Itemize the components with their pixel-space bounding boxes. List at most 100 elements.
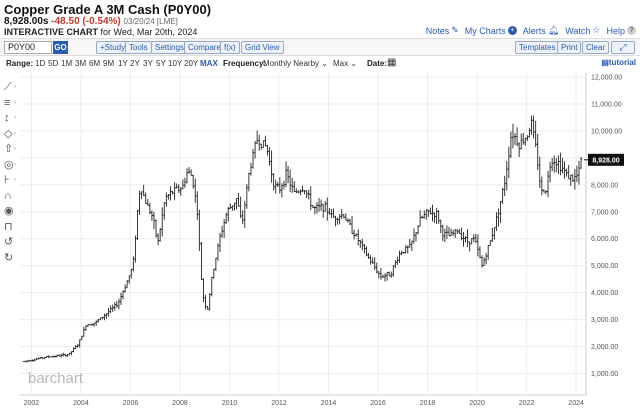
watch-link[interactable]: Watch ☆ xyxy=(565,25,600,36)
ohlc-bar xyxy=(398,250,401,263)
y-axis: 1,000.00 2,000.00 3,000.00 4,000.00 5,000.00… xyxy=(591,75,622,379)
my-charts-label: My Charts xyxy=(464,25,506,36)
y-tick-label: 6,000.00 xyxy=(591,236,618,243)
function-button[interactable]: f(x) xyxy=(220,41,240,54)
calendar-button[interactable]: ▦ xyxy=(387,57,396,68)
print-button[interactable]: Print xyxy=(557,41,582,54)
frequency-select[interactable]: Monthly Nearby ⌄ xyxy=(263,59,328,68)
ohlc-bar xyxy=(117,298,121,310)
ohlc-bar xyxy=(521,132,525,145)
pointer-icon[interactable]: ⇧ › xyxy=(4,143,16,155)
range-label: Range: xyxy=(6,59,34,68)
ohlc-bar xyxy=(540,176,544,196)
ohlc-bar xyxy=(435,207,438,224)
calendar-icon: ▦ xyxy=(387,57,397,68)
notes-link[interactable]: Notes ✎ xyxy=(426,25,459,36)
last-price: 8,928.00s xyxy=(4,16,49,27)
range-3y[interactable]: 3Y xyxy=(143,59,153,68)
ohlc-bar xyxy=(222,219,226,238)
range-2y[interactable]: 2Y xyxy=(130,59,140,68)
ohlc-bar xyxy=(134,235,137,263)
notes-label: Notes xyxy=(425,25,450,36)
circle-tool-icon[interactable]: ◎ › xyxy=(4,158,16,171)
ohlc-bar xyxy=(334,215,337,227)
ohlc-bar xyxy=(284,161,288,187)
lock-icon[interactable]: ⊓ xyxy=(4,220,13,233)
fullscreen-button[interactable]: ⤢ xyxy=(611,41,635,54)
grid-view-button[interactable]: Grid View xyxy=(241,41,284,54)
ohlc-bar xyxy=(109,305,112,314)
ohlc-bar xyxy=(204,295,207,310)
tools-button[interactable]: Tools xyxy=(125,41,152,54)
period-select[interactable]: Max ⌄ xyxy=(333,59,357,68)
help-link[interactable]: Help? xyxy=(606,26,636,36)
ohlc-bar xyxy=(567,165,570,180)
ohlc-bar xyxy=(235,198,238,210)
range-1d[interactable]: 1D xyxy=(35,59,46,68)
range-3m[interactable]: 3M xyxy=(75,59,87,68)
range-5y[interactable]: 5Y xyxy=(156,59,166,68)
ohlc-bar xyxy=(113,302,117,311)
range-6m[interactable]: 6M xyxy=(89,59,101,68)
compare-button[interactable]: Compare xyxy=(184,41,225,54)
shape-tool-icon[interactable]: ◇ › xyxy=(4,127,16,140)
ohlc-bar xyxy=(458,228,461,234)
ohlc-bar xyxy=(189,169,193,176)
chart-subtitle-bold: INTERACTIVE CHART xyxy=(4,27,98,37)
chart-toolbar: P0Y00 GO +Study Tools Settings Compare f… xyxy=(0,38,640,56)
ohlc-bar xyxy=(501,188,504,205)
barchart-watermark: barchart xyxy=(28,370,84,387)
ohlc-bar xyxy=(491,227,494,243)
ohlc-bar xyxy=(132,256,135,272)
ohlc-bar xyxy=(198,209,201,252)
ohlc-bar xyxy=(497,208,500,227)
range-5d[interactable]: 5D xyxy=(48,59,59,68)
fibonacci-icon[interactable]: ⊦ › xyxy=(4,174,16,186)
ohlc-bar xyxy=(171,190,174,195)
alerts-label: Alerts xyxy=(522,25,546,36)
last-price-box xyxy=(588,153,624,166)
ohlc-bar xyxy=(358,239,362,248)
ohlc-bar xyxy=(169,186,172,201)
ohlc-bar xyxy=(272,173,275,191)
templates-button[interactable]: Templates xyxy=(515,41,560,54)
clear-button[interactable]: Clear xyxy=(582,41,610,54)
ohlc-bar xyxy=(466,229,469,247)
chart-gridlines xyxy=(20,73,587,396)
x-tick-label: 2012 xyxy=(271,400,287,407)
range-max[interactable]: MAX xyxy=(200,59,218,68)
alerts-link[interactable]: Alerts 🔔︎ xyxy=(523,25,559,36)
redo-icon[interactable]: ↻ xyxy=(4,251,14,264)
settings-button[interactable]: Settings xyxy=(151,41,188,54)
ohlc-bar xyxy=(350,216,354,234)
ohlc-bar xyxy=(144,192,148,205)
ohlc-bar xyxy=(546,170,550,198)
ohlc-bar xyxy=(175,183,178,189)
eye-icon[interactable]: ◉ xyxy=(4,205,14,217)
range-10y[interactable]: 10Y xyxy=(168,59,183,68)
undo-icon[interactable]: ↺ xyxy=(4,236,14,248)
line-tool-icon[interactable]: ⟋ › xyxy=(4,81,16,93)
ohlc-bar xyxy=(383,273,387,282)
ohlc-bar xyxy=(239,196,242,219)
tutorial-link[interactable]: ▤tutorial xyxy=(601,58,636,67)
x-tick-label: 2022 xyxy=(519,400,535,407)
my-charts-link[interactable]: My Charts + xyxy=(465,26,517,36)
range-1m[interactable]: 1M xyxy=(61,59,73,68)
magnet-icon[interactable]: ∩ xyxy=(4,189,12,202)
price-chart[interactable]: 1,000.00 2,000.00 3,000.00 4,000.00 5,000.00… xyxy=(0,71,640,417)
last-price-value: 8,928.00 xyxy=(592,157,619,164)
drawing-toolbar: ⟋ › ≡ › ↕ › ◇ › ⇧ › ◎ › ⊦ › ∩ ◉ ⊓ ↺ ↻ xyxy=(3,80,19,266)
range-9m[interactable]: 9M xyxy=(103,59,115,68)
horizontal-line-icon[interactable]: ≡ › xyxy=(4,96,16,109)
arrow-tool-icon[interactable]: ↕ › xyxy=(4,112,16,124)
symbol-input[interactable]: P0Y00 xyxy=(4,41,52,54)
go-button[interactable]: GO xyxy=(53,41,68,54)
range-1y[interactable]: 1Y xyxy=(118,59,128,68)
ohlc-bar xyxy=(507,146,511,179)
range-20y[interactable]: 20Y xyxy=(184,59,199,68)
ohlc-bar xyxy=(107,308,110,317)
ohlc-bar xyxy=(185,168,189,184)
ohlc-bar xyxy=(255,130,259,145)
ohlc-bar xyxy=(447,226,451,237)
